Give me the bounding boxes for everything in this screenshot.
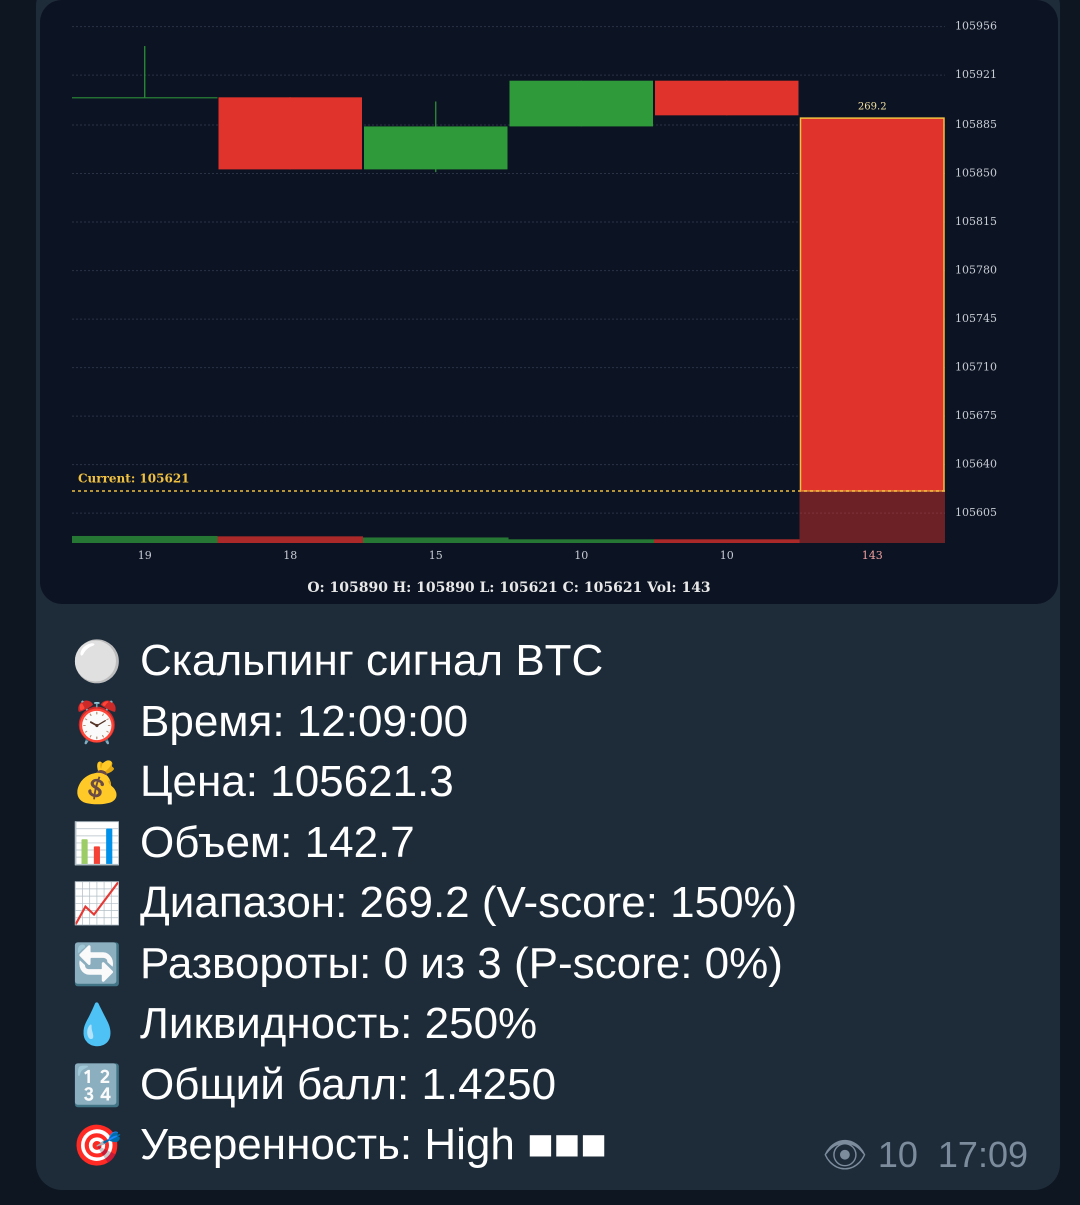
volume-bar [508,539,654,543]
line-text: Общий балл: 1.4250 [140,1059,557,1109]
y-tick-label: 105956 [955,20,997,33]
volume-label: 10 [574,549,588,562]
emoji-icon: 💰 [72,761,122,805]
message-line: 🎯 Уверенность: High ■■■ [64,1115,607,1175]
candle-body [799,117,945,492]
emoji-icon: 💧 [72,1003,122,1047]
volume-label: 19 [138,549,152,562]
time: 17:09 [937,1134,1028,1175]
current-price-label: Current: 105621 [78,471,190,485]
line-text: Уверенность: High ■■■ [140,1120,607,1169]
volume-bar [217,536,363,543]
y-tick-label: 105640 [955,458,997,471]
candle-body [655,80,799,116]
candle-body [509,80,653,127]
volume-label: 18 [283,549,297,562]
line-text: Диапазон: 269.2 (V-score: 150%) [140,878,798,927]
emoji-icon: 📊 [72,821,122,866]
line-text: Развороты: 0 из 3 (P-score: 0%) [140,938,783,988]
y-tick-label: 105710 [955,361,997,374]
message-line: 📈 Диапазон: 269.2 (V-score: 150%) [64,873,797,933]
volume-bar [799,490,945,543]
y-tick-label: 105675 [955,409,997,422]
y-tick-label: 105921 [955,68,997,81]
message-meta: 👁 10 17:09 [822,1134,1028,1176]
line-text: Ликвидность: 250% [140,999,538,1048]
message-line: 🔄 Развороты: 0 из 3 (P-score: 0%) [64,934,783,994]
y-tick-label: 105815 [955,215,997,228]
emoji-icon: 🔄 [72,942,122,987]
candle-body [72,97,218,99]
y-tick-label: 105850 [955,167,997,180]
message-line: 📊 Объем: 142.7 [64,813,415,873]
volume-bar [654,539,800,543]
ohlc-info: O: 105890 H: 105890 L: 105621 C: 105621 … [307,580,710,596]
y-tick-label: 105780 [955,264,997,277]
message-line: ⚪ Скальпинг сигнал BTC [64,631,603,691]
candle-body [364,126,508,170]
volume-bar [363,537,509,543]
volume-bar [72,535,218,543]
emoji-icon: ⚪ [72,640,122,684]
y-tick-label: 105605 [955,506,997,519]
message-line: 💧 Ликвидность: 250% [64,994,537,1054]
view-icon: 👁 [822,1134,868,1175]
line-text: Время: 12:09:00 [140,696,469,746]
range-label: 269.2 [858,102,887,113]
volume-label: 15 [429,549,443,562]
message-line: 🔢 Общий балл: 1.4250 [64,1055,556,1115]
y-tick-label: 105745 [955,312,997,325]
line-text: Объем: 142.7 [140,817,415,867]
y-tick-label: 105885 [955,118,997,131]
chart: O: 105890 H: 105890 L: 105621 C: 105621 … [40,0,1058,604]
message-line: ⏰ Время: 12:09:00 [64,692,468,752]
volume-label: 143 [862,549,883,562]
emoji-icon: 🎯 [72,1124,122,1168]
line-text: Цена: 105621.3 [140,757,454,806]
emoji-icon: ⏰ [72,700,122,745]
volume-label: 10 [720,549,734,562]
message-line: 💰 Цена: 105621.3 [64,752,454,812]
candle-body [218,97,362,170]
emoji-icon: 🔢 [72,1063,122,1108]
emoji-icon: 📈 [72,882,122,926]
line-text: Скальпинг сигнал BTC [140,636,604,685]
views: 10 [877,1134,918,1175]
